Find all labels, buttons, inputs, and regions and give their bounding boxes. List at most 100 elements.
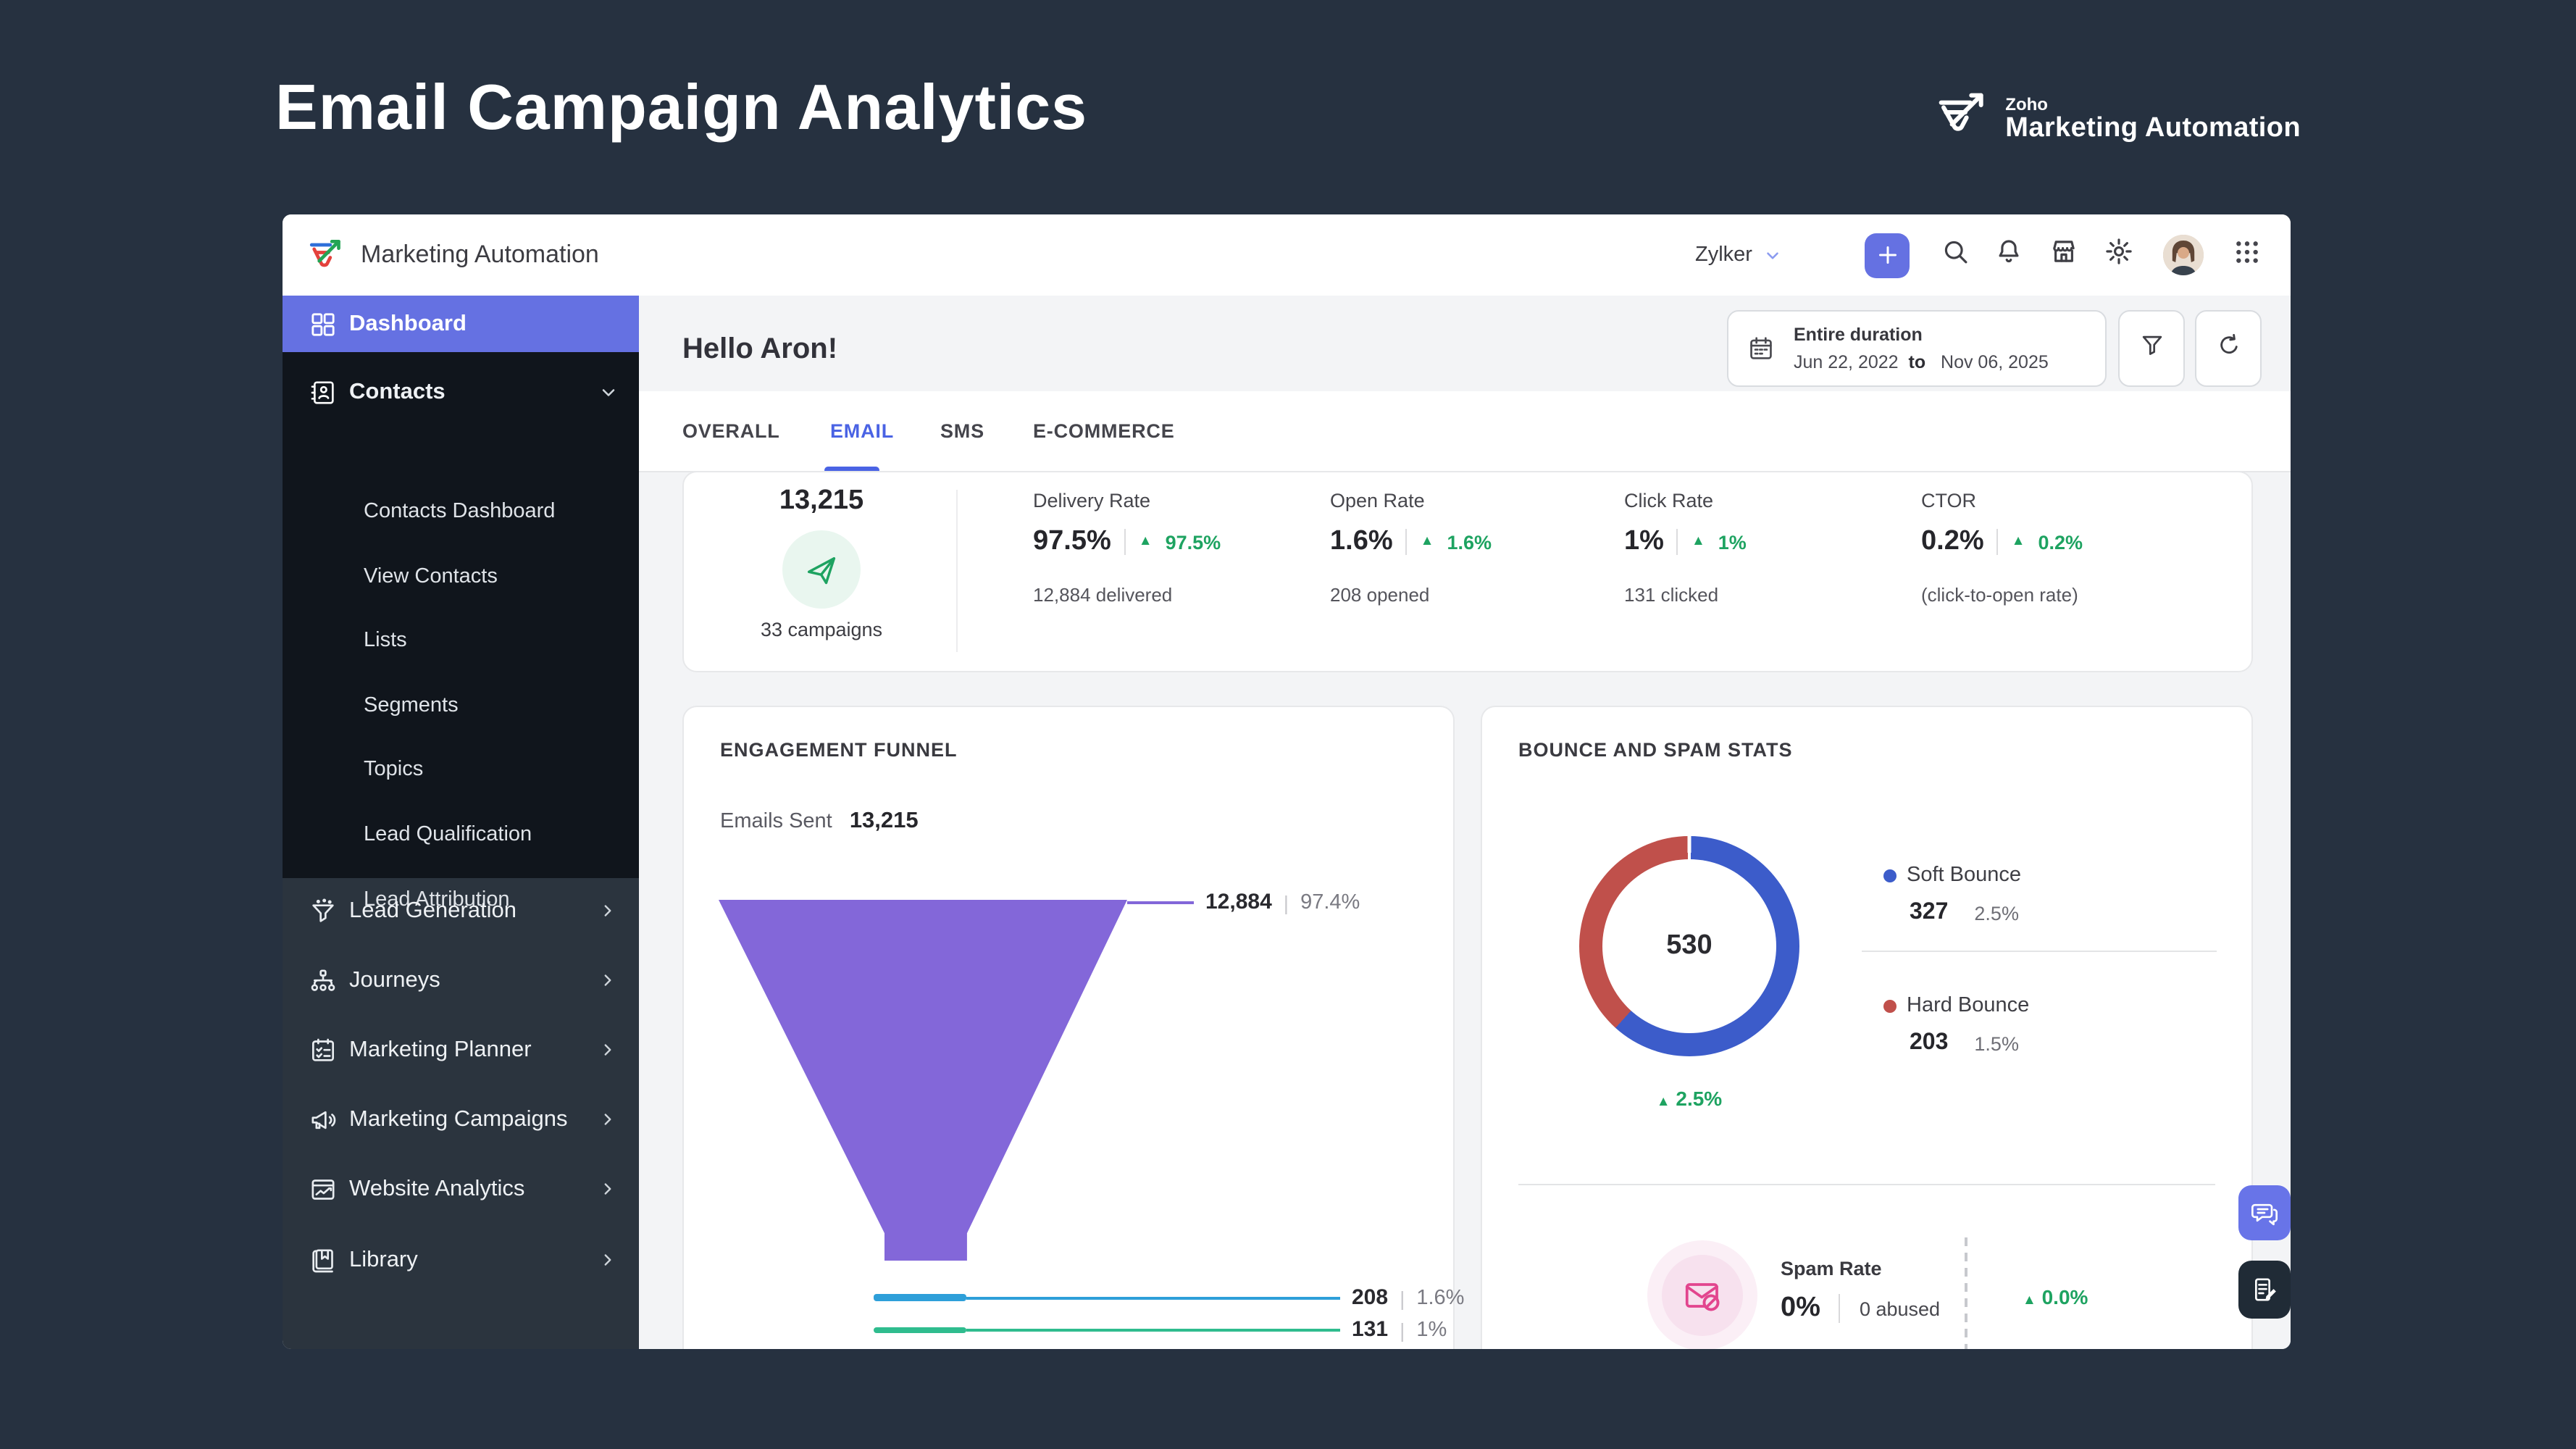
sidebar-item-marketing-planner[interactable]: Marketing Planner	[283, 1016, 639, 1085]
library-icon	[309, 1246, 338, 1275]
funnel-stage-opened: 208 | 1.6%	[966, 1285, 1464, 1310]
chevron-right-icon	[598, 1110, 619, 1130]
settings-button[interactable]	[2104, 214, 2134, 296]
channel-tabs: OVERALL EMAIL SMS E-COMMERCE	[639, 391, 2291, 483]
sidebar-item-journeys[interactable]: Journeys	[283, 946, 639, 1016]
clicked-bar	[874, 1327, 966, 1333]
up-triangle-icon: ▲	[1691, 533, 1705, 550]
website-analytics-icon	[309, 1175, 338, 1204]
tab-overall[interactable]: OVERALL	[682, 420, 780, 442]
refresh-icon	[2215, 331, 2242, 366]
sidebar-item-lists[interactable]: Lists	[364, 629, 407, 652]
notifications-button[interactable]	[1994, 214, 2024, 296]
duration-range: Jun 22, 2022 to Nov 06, 2025	[1794, 352, 2049, 372]
main-content: Hello Aron! Entire duration Jun 22, 2022…	[639, 296, 2291, 1349]
avatar-image	[2163, 235, 2204, 275]
bounce-spam-card: BOUNCE AND SPAM STATS 530 ▲ 2.5% Soft Bo…	[1481, 706, 2253, 1349]
sidebar-item-library[interactable]: Library	[283, 1226, 639, 1295]
create-new-button[interactable]	[1865, 214, 1910, 296]
metric-sub: (click-to-open rate)	[1921, 584, 2078, 606]
sent-icon-circle	[782, 530, 861, 609]
app-grid-button[interactable]	[2233, 214, 2262, 296]
metric-label: Delivery Rate	[1033, 490, 1151, 511]
tab-ecommerce[interactable]: E-COMMERCE	[1033, 420, 1175, 442]
card-title: BOUNCE AND SPAM STATS	[1518, 739, 1793, 761]
sidebar-item-website-analytics[interactable]: Website Analytics	[283, 1155, 639, 1224]
sidebar-item-contacts[interactable]: Contacts	[283, 358, 639, 427]
up-triangle-icon: ▲	[1656, 1094, 1670, 1110]
emails-sent-row: Emails Sent 13,215	[720, 809, 919, 833]
sidebar-item-topics[interactable]: Topics	[364, 758, 424, 781]
app-name: Marketing Automation	[361, 241, 599, 268]
journeys-icon	[309, 966, 338, 995]
sidebar-item-dashboard[interactable]: Dashboard	[283, 296, 639, 352]
chevron-down-icon	[1764, 246, 1783, 264]
metric-label: CTOR	[1921, 490, 1977, 511]
page-title: Email Campaign Analytics	[275, 72, 1088, 143]
spam-rate-values: 0% 0 abused	[1781, 1293, 1941, 1323]
paper-plane-icon	[803, 551, 840, 588]
metric-sub: 131 clicked	[1624, 584, 1719, 606]
app-topbar: Marketing Automation Zylker	[283, 214, 2291, 297]
up-triangle-icon: ▲	[2011, 533, 2025, 550]
user-avatar[interactable]	[2163, 214, 2204, 296]
soft-bounce-dot	[1883, 869, 1897, 882]
sidebar-item-view-contacts[interactable]: View Contacts	[364, 565, 498, 588]
feedback-note-icon	[2250, 1275, 2279, 1304]
dashed-divider	[1965, 1237, 1967, 1349]
chevron-right-icon	[598, 971, 619, 991]
spam-icon-circle	[1647, 1240, 1757, 1349]
org-selector[interactable]: Zylker	[1695, 214, 1783, 296]
bell-icon	[1994, 236, 2024, 274]
spam-rate-label: Spam Rate	[1781, 1258, 1882, 1279]
zoho-funnel-icon	[1933, 87, 1991, 152]
metric-value-row: 1.6% ▲ 1.6%	[1330, 526, 1492, 556]
chat-button[interactable]	[2238, 1185, 2291, 1240]
sidebar-item-lead-attribution[interactable]: Lead Attribution	[364, 888, 510, 911]
soft-bounce-label: Soft Bounce	[1907, 864, 2021, 887]
chevron-right-icon	[598, 901, 619, 922]
chevron-down-icon	[598, 383, 619, 403]
date-range-picker[interactable]: Entire duration Jun 22, 2022 to Nov 06, …	[1727, 310, 2107, 387]
card-divider	[1518, 1184, 2215, 1185]
app-logo-icon	[306, 235, 346, 283]
sidebar-item-marketing-campaigns[interactable]: Marketing Campaigns	[283, 1085, 639, 1155]
sidebar-item-lead-qualification[interactable]: Lead Qualification	[364, 823, 532, 846]
divider	[956, 490, 958, 652]
chevron-right-icon	[598, 1040, 619, 1061]
tab-sms[interactable]: SMS	[940, 420, 984, 442]
sidebar-item-lead-generation[interactable]: Lead Generation	[283, 877, 639, 946]
funnel-stage-delivered: 12,884 | 97.4%	[1127, 890, 1360, 914]
chevron-right-icon	[598, 1250, 619, 1271]
hard-bounce-values: 203 1.5%	[1910, 1030, 2019, 1055]
opened-bar	[874, 1294, 966, 1301]
search-icon	[1940, 236, 1970, 274]
metric-value-row: 97.5% ▲ 97.5%	[1033, 526, 1221, 556]
marketplace-button[interactable]	[2049, 214, 2079, 296]
filter-button[interactable]	[2118, 310, 2185, 387]
tab-email[interactable]: EMAIL	[830, 420, 894, 442]
soft-bounce-values: 327 2.5%	[1910, 900, 2019, 924]
metric-label: Open Rate	[1330, 490, 1425, 511]
funnel-chart	[719, 900, 1127, 1261]
feedback-button[interactable]	[2238, 1261, 2291, 1319]
zoho-product-name: Marketing Automation	[2005, 112, 2301, 143]
funnel-stage-clicked: 131 | 1%	[966, 1317, 1447, 1342]
sidebar-item-contacts-dashboard[interactable]: Contacts Dashboard	[364, 500, 556, 523]
refresh-button[interactable]	[2195, 310, 2262, 387]
metric-value-row: 0.2% ▲ 0.2%	[1921, 526, 2083, 556]
zoho-brand: Zoho Marketing Automation	[1933, 87, 2301, 152]
up-triangle-icon: ▲	[1138, 533, 1153, 550]
sidebar: Dashboard Contacts Contacts Dashboard Vi…	[283, 296, 639, 1349]
up-triangle-icon: ▲	[1420, 533, 1434, 550]
search-button[interactable]	[1940, 214, 1970, 296]
duration-label: Entire duration	[1794, 325, 1923, 345]
megaphone-icon	[309, 1106, 338, 1135]
calendar-icon	[1747, 335, 1775, 369]
sidebar-item-segments[interactable]: Segments	[364, 694, 459, 717]
lead-generation-icon	[309, 897, 338, 926]
filter-icon	[2138, 331, 2165, 366]
greeting: Hello Aron!	[682, 333, 838, 365]
sent-count: 13,215	[779, 485, 864, 516]
